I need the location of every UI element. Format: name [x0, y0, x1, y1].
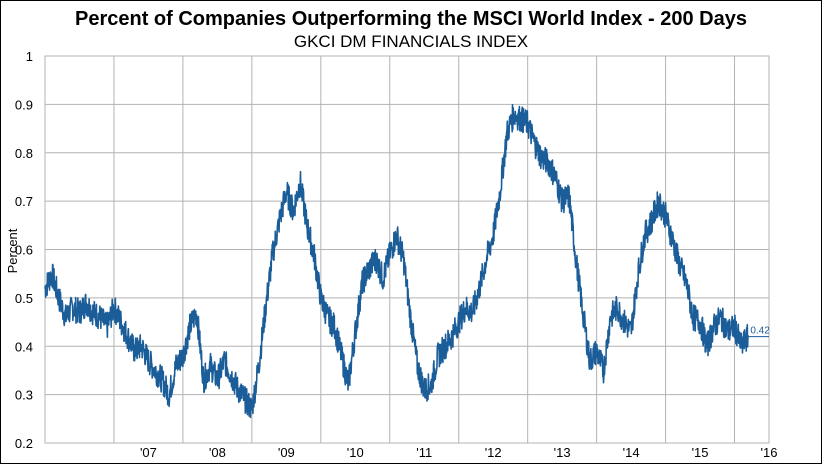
series-group: [44, 104, 769, 419]
y-axis-label: Percent: [5, 228, 20, 273]
chart-subtitle: GKCI DM FINANCIALS INDEX: [294, 32, 528, 51]
grid: [44, 55, 770, 444]
x-tick-labels: '07 '08 '09 '10 '11 '12 '13 '14 '15 '16: [140, 445, 778, 460]
series-line: [44, 104, 750, 419]
y-tick-label: 0.3: [15, 388, 33, 403]
y-tick-label: 0.6: [15, 243, 33, 258]
y-tick-label: 0.2: [15, 436, 33, 451]
y-tick-labels: 0.2 0.3 0.4 0.5 0.6 0.7 0.8 0.9 1: [15, 49, 33, 451]
y-tick-label: 0.4: [15, 339, 33, 354]
x-tick-label: '14: [623, 445, 640, 460]
x-tick-label: '13: [554, 445, 571, 460]
x-tick-label: '12: [485, 445, 502, 460]
x-tick-label: '07: [140, 445, 157, 460]
y-tick-label: 1: [26, 49, 33, 64]
x-tick-label: '10: [347, 445, 364, 460]
x-tick-label: '09: [278, 445, 295, 460]
end-value-label: 0.42: [750, 326, 770, 337]
y-tick-label: 0.8: [15, 146, 33, 161]
y-tick-label: 0.9: [15, 97, 33, 112]
x-tick-label: '11: [416, 445, 432, 460]
y-tick-label: 0.7: [15, 194, 33, 209]
y-tick-label: 0.5: [15, 291, 33, 306]
x-tick-label: '15: [692, 445, 709, 460]
x-tick-label: '08: [209, 445, 226, 460]
x-tick-label: '16: [761, 445, 778, 460]
chart-title: Percent of Companies Outperforming the M…: [75, 8, 747, 30]
